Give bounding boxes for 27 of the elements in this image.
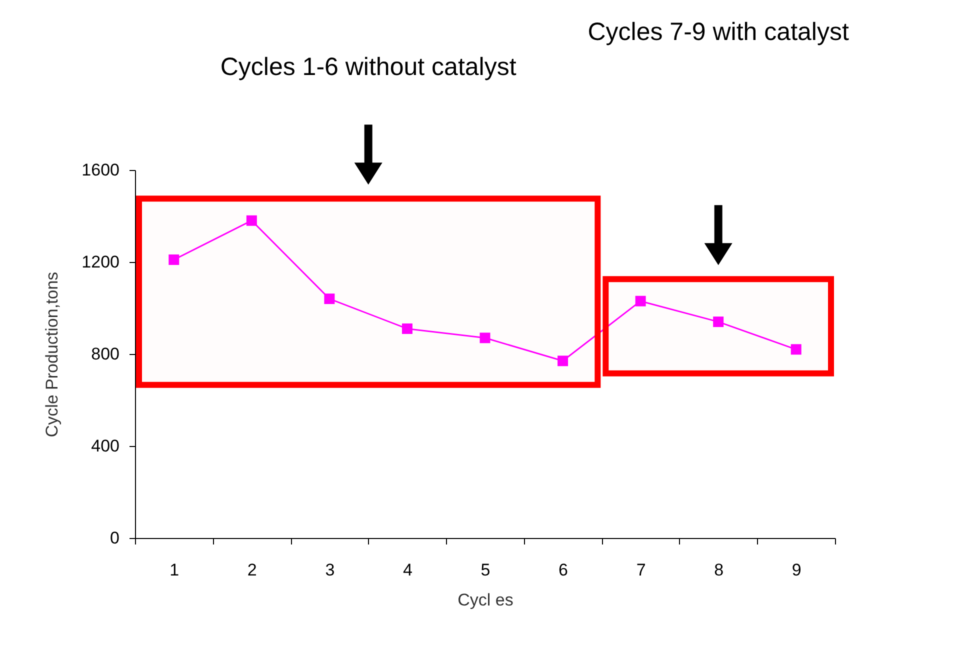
y-tick-label: 0 (110, 528, 120, 548)
x-tick-label: 2 (247, 560, 257, 580)
x-tick-label: 9 (792, 560, 802, 580)
point (635, 296, 646, 306)
y-tick-label: 1600 (82, 160, 120, 180)
x-tick-label: 4 (402, 560, 412, 580)
point (558, 356, 568, 366)
point (168, 254, 180, 265)
y-tick-label: 400 (91, 436, 120, 456)
x-tick-label: 3 (325, 560, 335, 580)
x-tick-label: 1 (170, 560, 180, 580)
text: Cycles 1-6 without catalyst (220, 53, 516, 81)
point (713, 316, 724, 328)
point (480, 332, 490, 344)
point (246, 215, 257, 226)
y-axis-title: Cycle Production,tons (42, 272, 62, 438)
x-tick-label: 6 (558, 560, 568, 580)
x-tick-label: 5 (480, 560, 490, 580)
x-tick-label: 7 (636, 560, 646, 580)
point (790, 344, 802, 355)
x-axis-title: Cycl es (458, 590, 514, 610)
y-tick-label: 800 (91, 344, 120, 364)
point (324, 294, 335, 304)
y-tick-label: 1200 (82, 252, 120, 272)
x-tick-label: 8 (714, 560, 724, 580)
text: Cycles 7-9 with catalyst (588, 18, 849, 46)
point (402, 323, 412, 334)
